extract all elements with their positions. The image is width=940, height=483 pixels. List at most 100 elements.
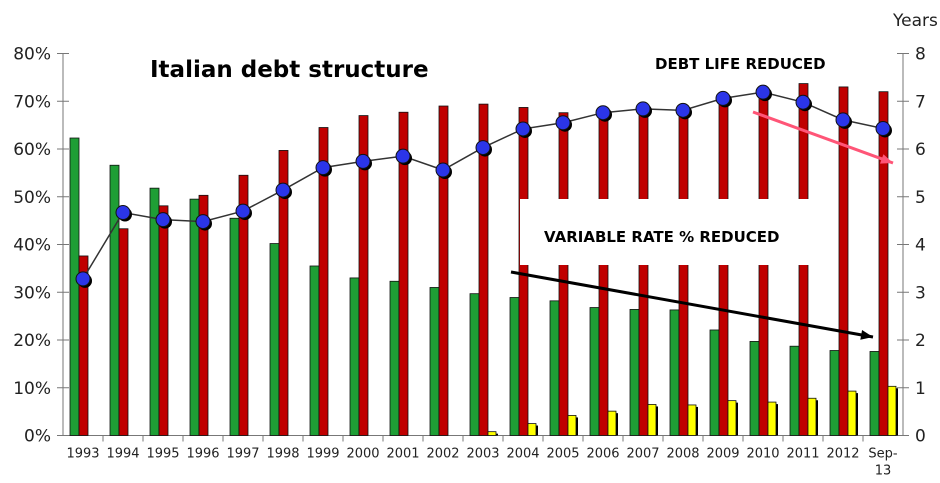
line-marker-1994	[115, 205, 131, 221]
x-tick-label: 2002	[426, 447, 459, 462]
right-axis-label: Years	[892, 11, 938, 31]
bar-series1-2003	[469, 293, 480, 436]
left-tick-label: 20%	[13, 331, 51, 351]
line-marker-2010	[755, 84, 771, 100]
axes: 0% 10% 20% 30% 40% 50% 60% 70% 80% 0 1 2 3 4 5 6 7 8 1993 1…	[13, 45, 926, 479]
bar-series1-2007	[629, 309, 640, 436]
left-tick-label: 60%	[13, 140, 51, 160]
bar-series1-2001	[389, 280, 400, 436]
right-tick-label: 5	[915, 188, 926, 208]
x-tick-label: 2006	[586, 447, 619, 462]
line-marker-2000	[355, 153, 371, 169]
right-tick-label: 3	[915, 283, 926, 303]
line-marker-1997	[235, 203, 251, 219]
annotation-backgrounds	[520, 199, 816, 265]
bar-series1-2009	[709, 329, 720, 436]
x-tick-label: 1997	[226, 447, 259, 462]
bar-series1-1997	[229, 217, 240, 436]
bar-series3-2008	[687, 404, 697, 436]
x-tick-label: 2008	[666, 447, 699, 462]
bar-series2-2005	[558, 112, 569, 436]
bar-series2-1994	[118, 228, 129, 436]
x-tick-label: 1994	[106, 447, 139, 462]
bar-series3-2011	[807, 397, 817, 436]
bar-series2-2009	[718, 96, 729, 436]
x-tick-label: 2010	[746, 447, 779, 462]
bar-series1-2002	[429, 287, 440, 436]
right-tick-label: 6	[915, 140, 926, 160]
bar-series3-2010	[767, 401, 777, 436]
line-marker-1999	[315, 160, 331, 176]
line-marker-2002	[435, 162, 451, 178]
bar-series2-1993	[78, 255, 89, 436]
line-series	[75, 84, 892, 288]
bar-series1-2012	[829, 350, 840, 436]
bar-series1-2005	[549, 300, 560, 436]
bar-series2-2007	[638, 108, 649, 436]
bar-series3-2004	[527, 423, 537, 436]
left-tick-label: 10%	[13, 379, 51, 399]
right-tick-label: 4	[915, 236, 926, 256]
annotation-mask-variable-rate	[520, 199, 816, 265]
bar-series1-2011	[789, 345, 800, 436]
line-marker-2011	[795, 94, 811, 110]
bar-series1-1994	[109, 164, 120, 436]
x-tick-label: 1995	[146, 447, 179, 462]
variable-rate-arrow	[510, 270, 874, 339]
bar-series2-2006	[598, 110, 609, 436]
bar-series2-1998	[278, 150, 289, 436]
x-tick-label: 2011	[786, 447, 819, 462]
debt-life-arrow-head	[880, 154, 893, 164]
x-tick-label: 2007	[626, 447, 659, 462]
debt-life-arrow	[752, 110, 894, 165]
right-tick-label: 2	[915, 331, 926, 351]
bar-series3-2006	[607, 410, 617, 436]
x-tick-label: 1996	[186, 447, 219, 462]
annotation-variable-rate: VARIABLE RATE % REDUCED	[544, 228, 779, 246]
bar-series3-2009	[727, 400, 737, 436]
line-marker-2009	[715, 90, 731, 106]
x-tick-label: 1998	[266, 447, 299, 462]
bar-series2-2004	[518, 107, 529, 436]
bar-series1-2004	[509, 297, 520, 436]
x-tick-label: 2000	[346, 447, 379, 462]
bar-series1-2000	[349, 277, 360, 436]
x-tick-label: 1999	[306, 447, 339, 462]
left-tick-label: 80%	[13, 45, 51, 65]
bar-series3-2007	[647, 404, 657, 436]
bar-series3-Sep-13	[887, 385, 897, 436]
bar-series2-2003	[478, 103, 489, 436]
line-marker-1998	[275, 182, 291, 198]
left-tick-label: 50%	[13, 188, 51, 208]
bar-series3-2005	[567, 415, 577, 436]
line-marker-2005	[555, 115, 571, 131]
x-tick-label: 2005	[546, 447, 579, 462]
bar-series1-1998	[269, 243, 280, 436]
x-tick-label: 2003	[466, 447, 499, 462]
line-marker-1996	[195, 214, 211, 230]
right-tick-label: 7	[915, 92, 926, 112]
left-tick-label: 40%	[13, 236, 51, 256]
line-marker-2008	[675, 102, 691, 118]
bar-series1-1993	[69, 137, 80, 436]
bar-series1-Sep-13	[869, 351, 880, 436]
bar-series2-2002	[438, 105, 449, 436]
bar-series2-1997	[238, 174, 249, 436]
bar-series2-2001	[398, 111, 409, 436]
right-tick-label: 8	[915, 45, 926, 65]
x-tick-label: Sep-	[868, 447, 898, 462]
line-marker-1993	[75, 271, 91, 287]
x-tick-label: 1993	[66, 447, 99, 462]
bar-series3-2003	[487, 431, 497, 436]
chart-title: Italian debt structure	[150, 57, 429, 83]
bar-series1-2006	[589, 307, 600, 436]
line-marker-2004	[515, 121, 531, 137]
variable-rate-arrow-head	[860, 329, 873, 340]
right-tick-label: 0	[915, 427, 926, 447]
bar-series2-1999	[318, 127, 329, 436]
bar-series2-1996	[198, 194, 209, 436]
bar-series2-2008	[678, 110, 689, 436]
x-tick-label: 2001	[386, 447, 419, 462]
line-marker-2001	[395, 148, 411, 164]
